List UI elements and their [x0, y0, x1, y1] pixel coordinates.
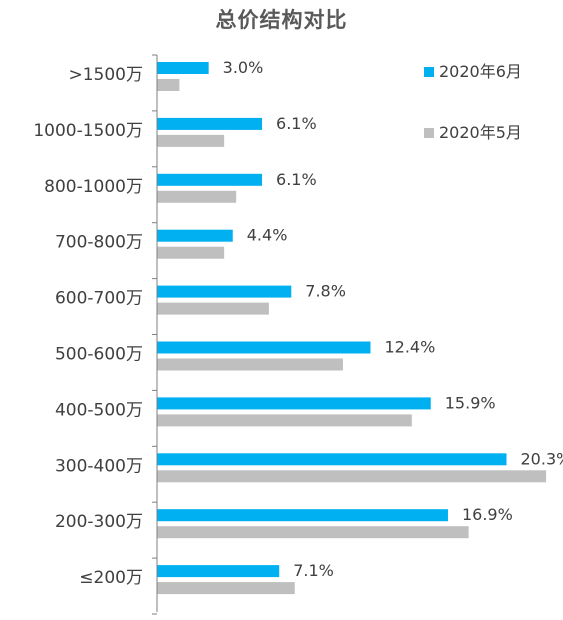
- bar-june: [157, 229, 233, 242]
- category-label: 400-500万: [55, 400, 143, 420]
- category-label: 800-1000万: [44, 177, 143, 197]
- legend-label-may: 2020年5月: [439, 123, 522, 142]
- bar-june: [157, 341, 371, 354]
- bar-june: [157, 173, 263, 186]
- data-label: 20.3%: [521, 449, 563, 468]
- category-label: 700-800万: [55, 233, 143, 253]
- bar-june: [157, 565, 280, 578]
- data-label: 4.4%: [247, 226, 288, 245]
- data-label: 6.1%: [276, 170, 317, 189]
- data-label: 7.1%: [293, 561, 334, 580]
- legend-swatch-june: [424, 67, 434, 77]
- bar-may: [157, 190, 237, 203]
- bar-may: [157, 470, 547, 483]
- bar-may: [157, 302, 269, 315]
- bar-may: [157, 582, 295, 595]
- chart-title: 总价结构对比: [215, 8, 348, 32]
- bar-june: [157, 509, 448, 522]
- bar-june: [157, 62, 209, 74]
- data-label: 12.4%: [384, 338, 435, 357]
- data-label: 3.0%: [223, 58, 264, 77]
- data-label: 15.9%: [445, 393, 496, 412]
- category-label: 1000-1500万: [33, 121, 143, 141]
- category-label: 200-300万: [55, 512, 143, 532]
- category-label: 600-700万: [55, 289, 143, 309]
- bar-june: [157, 117, 263, 130]
- bar-june: [157, 285, 292, 298]
- bar-may: [157, 79, 180, 91]
- data-label: 16.9%: [462, 505, 513, 524]
- category-label: 500-600万: [55, 345, 143, 365]
- data-label: 6.1%: [276, 114, 317, 133]
- legend-swatch-may: [424, 128, 434, 138]
- bar-may: [157, 134, 225, 147]
- bar-may: [157, 246, 225, 259]
- bar-may: [157, 358, 343, 371]
- bar-june: [157, 397, 431, 410]
- category-label: 300-400万: [55, 456, 143, 476]
- category-label: ≤200万: [79, 568, 143, 588]
- bar-may: [157, 526, 469, 539]
- data-label: 7.8%: [305, 282, 346, 301]
- bar-may: [157, 414, 412, 427]
- legend-label-june: 2020年6月: [439, 62, 522, 81]
- bar-june: [157, 453, 507, 466]
- category-label: >1500万: [68, 65, 143, 85]
